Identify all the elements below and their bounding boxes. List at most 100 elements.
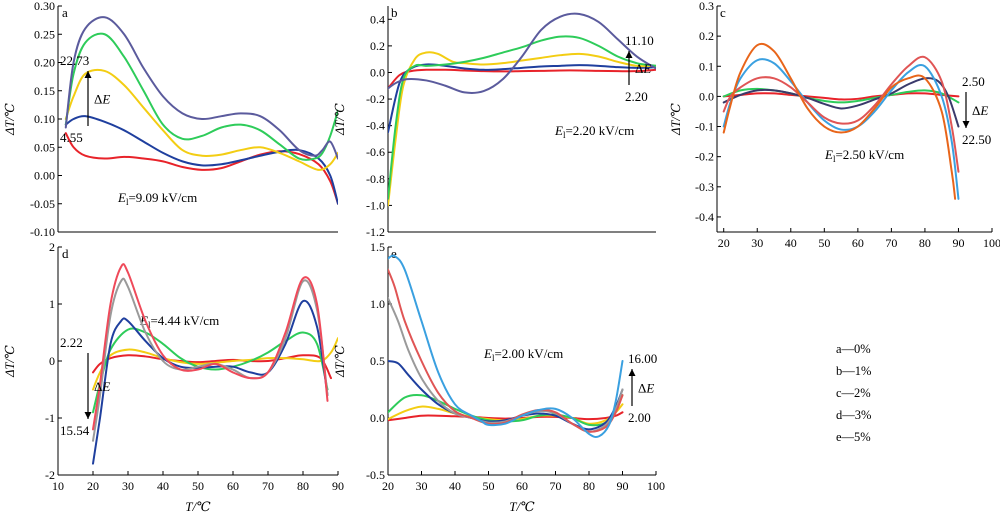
y-tick-label: -1 xyxy=(45,411,55,425)
delta-e-bottom-value: 2.00 xyxy=(628,410,651,425)
panel-label: d xyxy=(62,246,69,261)
field-strength-label: El=4.44 kV/cm xyxy=(139,313,219,330)
y-tick-label: -2 xyxy=(45,468,55,482)
series-line-4 xyxy=(722,55,960,173)
x-tick-label: 60 xyxy=(516,479,528,493)
series-line-5 xyxy=(388,268,624,433)
delta-e-top-value: 16.00 xyxy=(628,351,657,366)
series-line-2 xyxy=(388,51,656,207)
y-tick-label: 2 xyxy=(49,240,55,254)
panel-c: -0.4 -0.3 -0.2 -0.1 0.0 0.1 0.2 0.3 20 30 40 50 60 70… xyxy=(669,0,1000,250)
y-tick-label: 0.1 xyxy=(699,59,714,73)
delta-e-bottom-value: 4.55 xyxy=(60,130,83,145)
x-tick-label: 60 xyxy=(227,479,239,493)
delta-e-label: ΔE xyxy=(972,103,988,118)
delta-e-arrowhead xyxy=(84,412,92,419)
x-tick-label: 70 xyxy=(885,236,897,250)
delta-e-label: ΔE xyxy=(635,61,651,76)
series-line-3 xyxy=(92,299,329,465)
field-strength-label: El=2.50 kV/cm xyxy=(824,147,904,164)
series-line-0 xyxy=(64,132,338,205)
delta-e-bottom-value: 2.20 xyxy=(625,89,648,104)
panel-a: -0.10 -0.05 0.00 0.05 0.10 0.15 0.20 0.25 0.30 a Δ… xyxy=(3,0,338,239)
delta-e-bottom-value: 22.50 xyxy=(962,132,991,147)
delta-e-arrowhead xyxy=(962,121,970,128)
series-line-1 xyxy=(64,115,338,205)
x-tick-label: 40 xyxy=(157,479,169,493)
delta-e-arrowhead xyxy=(84,71,92,78)
x-tick-label: 50 xyxy=(192,479,204,493)
x-tick-label: 100 xyxy=(983,236,1000,250)
series-line-2 xyxy=(92,327,329,414)
y-axis-label: ΔT/℃ xyxy=(3,345,17,378)
panel-label: e xyxy=(391,246,397,261)
delta-e-top-value: 2.50 xyxy=(962,74,985,89)
legend-item-c: c—2% xyxy=(836,386,871,400)
y-tick-label: 0.10 xyxy=(34,112,55,126)
x-tick-label: 40 xyxy=(449,479,461,493)
delta-e-arrowhead xyxy=(628,369,636,376)
legend-item-b: b—1% xyxy=(836,364,872,378)
delta-e-arrowhead xyxy=(625,51,633,58)
y-tick-label: 0.20 xyxy=(34,56,55,70)
x-tick-label: 70 xyxy=(550,479,562,493)
panel-label: c xyxy=(720,5,726,20)
y-tick-label: 0.2 xyxy=(370,39,385,53)
series-line-2 xyxy=(722,77,960,128)
y-tick-label: -0.8 xyxy=(366,172,385,186)
x-tick-label: 40 xyxy=(785,236,797,250)
x-tick-label: 90 xyxy=(952,236,964,250)
x-tick-label: 20 xyxy=(718,236,730,250)
panel-label: a xyxy=(62,5,68,20)
x-tick-label: 30 xyxy=(751,236,763,250)
legend-item-e: e—5% xyxy=(836,430,871,444)
y-tick-label: -0.1 xyxy=(695,120,714,134)
x-tick-label: 80 xyxy=(297,479,309,493)
y-tick-label: 0.30 xyxy=(34,0,55,13)
y-axis-label: ΔT/℃ xyxy=(3,103,17,136)
x-tick-label: 30 xyxy=(122,479,134,493)
y-tick-label: 1.5 xyxy=(370,240,385,254)
field-strength-label: El=9.09 kV/cm xyxy=(117,190,197,207)
panel-label: b xyxy=(391,5,398,20)
y-tick-label: 0.4 xyxy=(370,12,385,26)
y-tick-label: -0.2 xyxy=(366,92,385,106)
series-line-0 xyxy=(388,411,624,422)
x-tick-label: 80 xyxy=(583,479,595,493)
y-tick-label: 0.2 xyxy=(699,29,714,43)
y-tick-label: -0.5 xyxy=(366,468,385,482)
x-tick-label: 20 xyxy=(382,479,394,493)
y-axis-label: ΔT/℃ xyxy=(669,103,683,136)
delta-e-top-value: 2.22 xyxy=(60,335,83,350)
series-line-3 xyxy=(64,32,338,161)
delta-e-label: ΔE xyxy=(94,92,110,107)
delta-e-top-value: 11.10 xyxy=(625,33,654,48)
y-tick-label: 0.5 xyxy=(370,354,385,368)
y-tick-label: 0.0 xyxy=(699,89,714,103)
y-axis-label: ΔT/℃ xyxy=(333,103,347,136)
x-tick-label: 50 xyxy=(818,236,830,250)
y-tick-label: -0.2 xyxy=(695,150,714,164)
x-tick-label: 90 xyxy=(332,479,344,493)
series-line-0 xyxy=(92,354,332,380)
y-tick-label: 0.15 xyxy=(34,84,55,98)
x-tick-label: 50 xyxy=(483,479,495,493)
y-tick-label: -0.10 xyxy=(30,225,55,239)
x-tick-label: 20 xyxy=(87,479,99,493)
series-line-3 xyxy=(722,58,960,200)
panel-e: -0.5 0.0 0.5 1.0 1.5 20 30 40 50 60 70 80 90 100 e ΔT/℃… xyxy=(333,240,665,514)
x-tick-label: 70 xyxy=(262,479,274,493)
delta-e-label: ΔE xyxy=(94,379,110,394)
delta-e-top-value: 22.73 xyxy=(60,53,89,68)
y-tick-label: 1.0 xyxy=(370,297,385,311)
y-tick-label: 0.3 xyxy=(699,0,714,13)
x-tick-label: 10 xyxy=(52,479,64,493)
y-tick-label: 0.00 xyxy=(34,169,55,183)
x-tick-label: 30 xyxy=(416,479,428,493)
series-line-3 xyxy=(388,360,624,431)
y-tick-label: -1.0 xyxy=(366,198,385,212)
panel-d: -2 -1 0 1 2 10 20 30 40 50 60 70 80 90 d ΔT/℃ T/℃ El=4.44… xyxy=(3,240,344,514)
series-line-4 xyxy=(388,12,656,94)
series-line-6 xyxy=(388,254,624,438)
